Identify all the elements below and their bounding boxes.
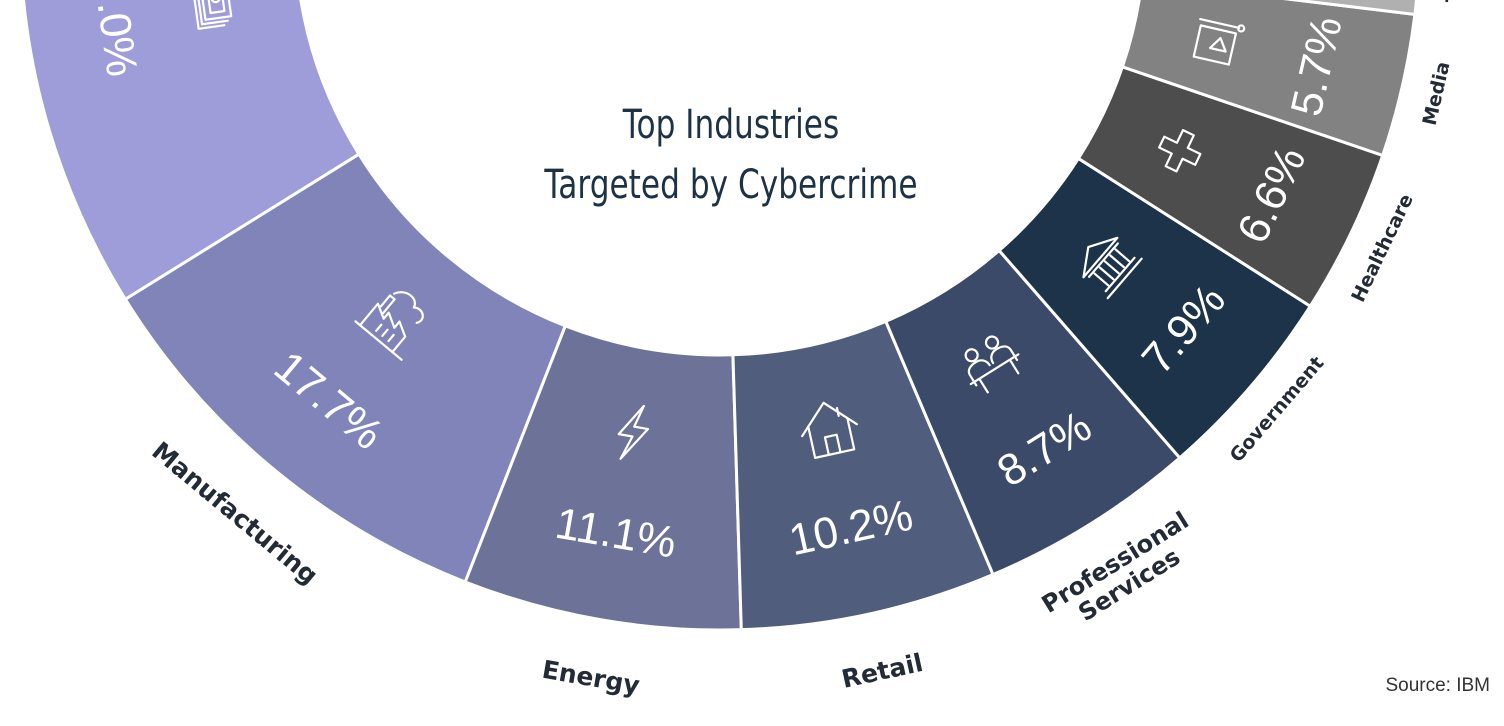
segment-manufacturing (123, 152, 568, 584)
factory-icon (354, 291, 424, 361)
house-icon (801, 401, 858, 459)
category-label-media: Media (1418, 59, 1454, 127)
segment-financial-services (22, 0, 362, 302)
category-label-retail: Retail (839, 648, 925, 694)
segment-icons (192, 0, 1246, 460)
category-label-energy: Energy (540, 655, 642, 700)
segment-media (1120, 0, 1417, 158)
chart-title-line-1: Top Industries (622, 102, 839, 148)
media-player-icon (1192, 17, 1246, 66)
donut-segments (22, 0, 1418, 632)
category-label-transport: Transport (1442, 0, 1467, 3)
government-building-icon (1082, 236, 1143, 300)
medical-cross-icon (1158, 129, 1202, 173)
meeting-icon (964, 335, 1020, 394)
chart-title: Top Industries Targeted by Cybercrime (544, 102, 918, 208)
chart-title-line-2: Targeted by Cybercrime (544, 162, 918, 208)
segment-transport (1283, 0, 1418, 17)
source-label: Source: IBM (1385, 675, 1490, 696)
category-label-financial-services: Financial Services (0, 0, 1, 163)
lightning-icon (617, 404, 650, 460)
banknote-icon (192, 0, 233, 30)
